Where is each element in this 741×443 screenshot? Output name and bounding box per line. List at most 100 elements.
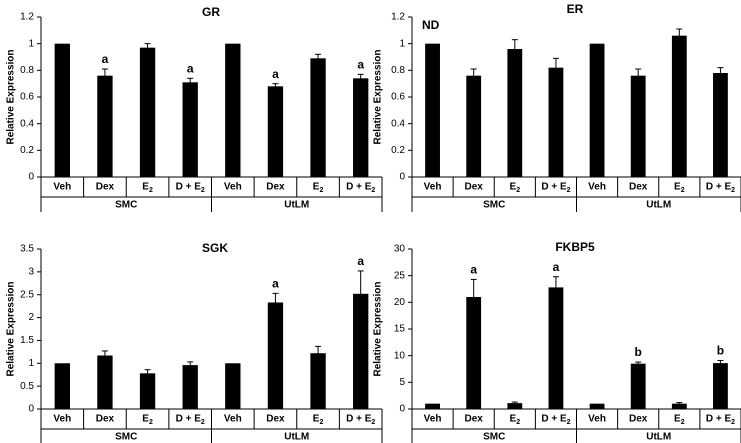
- significance-label: a: [357, 254, 364, 268]
- y-tick-label: 0.6: [391, 92, 405, 103]
- category-label: D + E2: [541, 182, 570, 195]
- y-tick-label: 1.5: [20, 335, 34, 346]
- category-label: D + E2: [541, 414, 570, 427]
- group-label: UtLM: [646, 432, 671, 443]
- bar: [182, 365, 198, 409]
- group-label: SMC: [483, 200, 505, 211]
- category-label: Dex: [96, 182, 115, 193]
- chart-title: SGK: [202, 241, 228, 255]
- group-label: UtLM: [646, 200, 671, 211]
- bar: [589, 43, 605, 177]
- category-label: E2: [674, 182, 685, 195]
- category-label: E2: [510, 182, 521, 195]
- bar: [548, 67, 564, 177]
- bar: [139, 373, 156, 409]
- significance-label: b: [635, 345, 642, 359]
- bar: [267, 302, 284, 409]
- category-label: E2: [674, 414, 685, 427]
- y-axis-label: Relative Expression: [6, 49, 17, 144]
- category-label: E2: [510, 414, 521, 427]
- bar: [466, 297, 482, 409]
- y-tick-label: 0: [399, 172, 405, 183]
- category-label: D + E2: [176, 182, 205, 195]
- significance-label: a: [272, 277, 279, 291]
- y-tick-label: 1: [399, 38, 405, 49]
- bar: [225, 363, 241, 409]
- bar: [507, 49, 523, 177]
- bar: [225, 43, 241, 177]
- category-label: Dex: [96, 414, 115, 425]
- er-chart: ER Relative Expression 0 0.2 0.4 0.6 0.8 1 1.2 Ve…: [373, 2, 741, 212]
- bar: [671, 403, 687, 409]
- group-label: UtLM: [284, 200, 309, 211]
- y-tick-label: 10: [394, 350, 406, 361]
- bar: [507, 403, 523, 409]
- bar: [97, 75, 113, 177]
- y-tick-label: 3.5: [20, 244, 34, 255]
- y-tick-label: 0.2: [391, 145, 405, 156]
- category-label: Dex: [465, 182, 484, 193]
- group-label: SMC: [483, 432, 505, 443]
- bar: [713, 363, 728, 409]
- chart-title: FKBP5: [555, 240, 595, 254]
- y-tick-label: 2.5: [20, 289, 34, 300]
- category-label: Dex: [629, 182, 648, 193]
- fkbp5-chart: FKBP5 Relative Expression 0 5 10 15 20 25 30 Veh D…: [373, 240, 741, 443]
- category-label: D + E2: [706, 414, 735, 427]
- category-label: Veh: [53, 182, 71, 193]
- bar: [54, 43, 70, 177]
- y-tick-label: 0.8: [20, 65, 34, 76]
- y-tick-label: 1: [28, 358, 34, 369]
- category-label: E2: [313, 414, 324, 427]
- category-label: Veh: [588, 414, 606, 425]
- significance-label: a: [187, 62, 194, 76]
- category-label: D + E2: [706, 182, 735, 195]
- bar: [713, 73, 728, 177]
- y-tick-label: 0.6: [20, 92, 34, 103]
- category-label: Veh: [424, 414, 442, 425]
- y-tick-label: 0: [399, 404, 405, 415]
- y-tick-label: 0.5: [20, 381, 34, 392]
- y-tick-label: 30: [394, 244, 406, 255]
- group-label: SMC: [115, 200, 137, 211]
- group-label: SMC: [115, 432, 137, 443]
- bar: [97, 355, 113, 409]
- y-tick-label: 0: [28, 172, 34, 183]
- category-label: Dex: [629, 414, 648, 425]
- significance-label: a: [357, 58, 364, 72]
- gr-chart: GR Relative Expression 0 0.2 0.4 0.6 0.8 1 1.2 Ve…: [6, 5, 383, 212]
- significance-label: b: [717, 344, 724, 358]
- bar: [466, 75, 482, 177]
- significance-label: a: [470, 263, 477, 277]
- bar: [182, 82, 198, 177]
- bar: [353, 78, 369, 177]
- y-tick-label: 0.2: [20, 145, 34, 156]
- category-label: D + E2: [176, 414, 205, 427]
- category-label: E2: [313, 182, 324, 195]
- bar: [139, 47, 156, 177]
- category-label: Dex: [266, 414, 285, 425]
- group-label: UtLM: [284, 432, 309, 443]
- bar: [548, 287, 564, 409]
- y-tick-label: 0.8: [391, 65, 405, 76]
- bar: [630, 363, 646, 409]
- bar: [630, 75, 646, 177]
- bar: [267, 86, 284, 177]
- category-label: Dex: [266, 182, 285, 193]
- category-label: E2: [142, 414, 153, 427]
- category-label: Veh: [224, 414, 242, 425]
- y-tick-label: 1: [28, 38, 34, 49]
- bar: [425, 43, 440, 177]
- bar: [310, 58, 326, 178]
- bar: [425, 403, 440, 409]
- y-tick-label: 25: [394, 270, 406, 281]
- bar: [310, 353, 326, 409]
- category-label: E2: [142, 182, 153, 195]
- significance-label: a: [553, 260, 560, 274]
- category-label: D + E2: [346, 182, 375, 195]
- sgk-chart: SGK Relative Expression 0 0.5 1 1.5 2 2.5 3 3.5 Ve…: [6, 241, 383, 443]
- y-axis-label: Relative Expression: [373, 281, 384, 376]
- y-tick-label: 15: [394, 324, 406, 335]
- significance-label: a: [272, 67, 279, 81]
